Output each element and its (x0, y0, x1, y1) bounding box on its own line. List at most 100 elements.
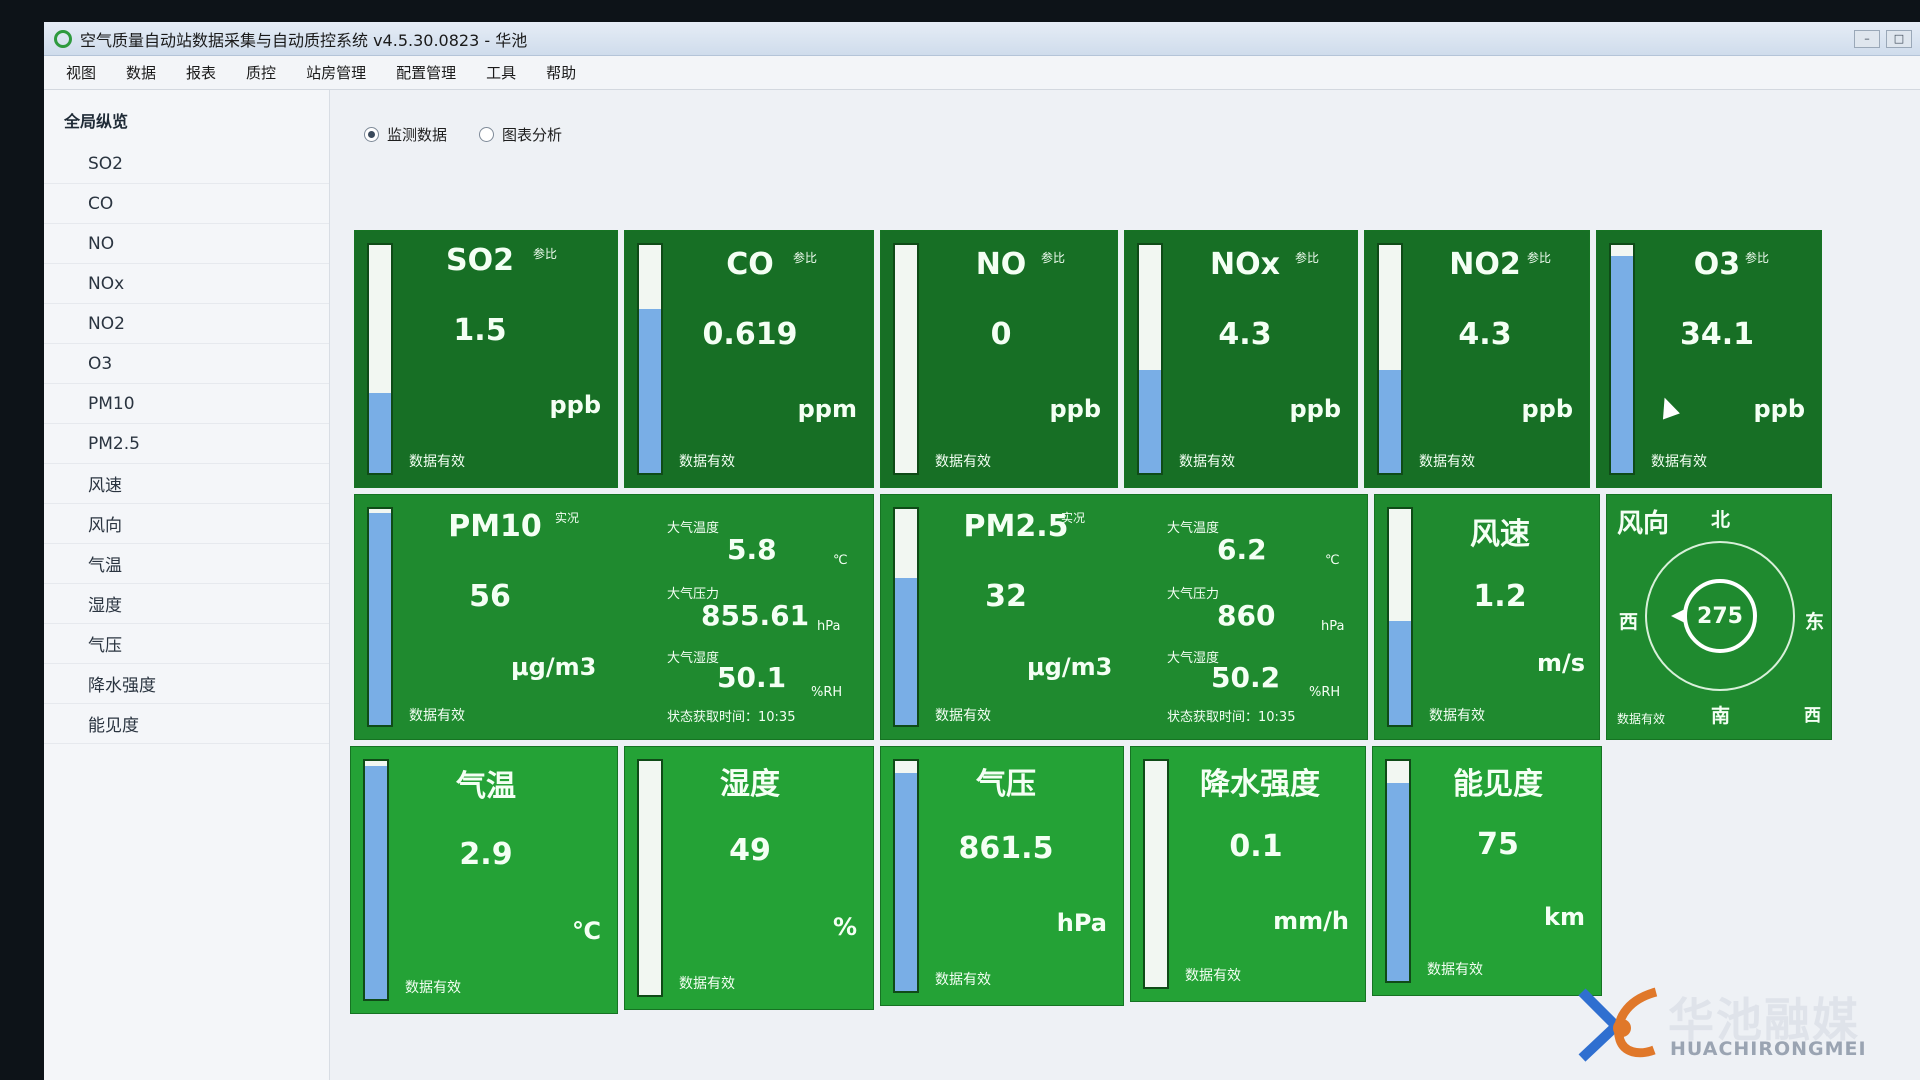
menu-station[interactable]: 站房管理 (306, 64, 367, 82)
sidebar-item-co[interactable]: CO (44, 184, 329, 224)
tile-humidity-unit: % (832, 913, 857, 941)
tile-o3-unit: ppb (1753, 395, 1805, 423)
tile-no-name: NO (975, 247, 1027, 282)
mouse-cursor-icon (1656, 394, 1680, 420)
gauge-temperature (363, 759, 389, 1001)
tile-co-status: 数据有效 (679, 454, 735, 470)
tile-temperature[interactable]: 气温 2.9 ℃ 数据有效 (350, 746, 618, 1014)
sidebar-item-rain[interactable]: 降水强度 (44, 664, 329, 704)
tile-pm25-value: 32 (985, 579, 1027, 614)
tile-pressure-status: 数据有效 (935, 972, 991, 988)
menu-bar: 视图 数据 报表 质控 站房管理 配置管理 工具 帮助 (44, 56, 1920, 90)
radio-monitor-indicator[interactable] (364, 127, 379, 142)
tile-pm25-name: PM2.5 (963, 509, 1069, 544)
tile-pm10[interactable]: PM10 实况 56 μg/m3 数据有效 大气温度 5.8 ℃ 大气压力 85… (354, 494, 874, 740)
sidebar-item-pm25[interactable]: PM2.5 (44, 424, 329, 464)
tile-wind-direction[interactable]: 风向 北 西 东 南 西 275 数据有效 (1606, 494, 1832, 740)
tile-rain-unit: mm/h (1273, 907, 1349, 935)
sidebar-item-o3[interactable]: O3 (44, 344, 329, 384)
sidebar-item-pressure[interactable]: 气压 (44, 624, 329, 664)
dashboard: 监测数据 图表分析 SO2 参比 1.5 ppb 数据有效 CO 参比 0.61… (334, 90, 1920, 1080)
menu-data[interactable]: 数据 (126, 64, 157, 82)
tile-humidity-status: 数据有效 (679, 976, 735, 992)
pm25-temp-value: 6.2 (1217, 533, 1267, 566)
tile-o3[interactable]: O3 参比 34.1 ppb 数据有效 (1596, 230, 1822, 488)
gauge-o3 (1609, 243, 1635, 475)
tile-nox-status: 数据有效 (1179, 454, 1235, 470)
minimize-button[interactable]: – (1854, 29, 1880, 48)
radio-chart-indicator[interactable] (479, 127, 495, 142)
tile-co-tag: 参比 (793, 251, 818, 265)
tile-nox[interactable]: NOx 参比 4.3 ppb 数据有效 (1124, 230, 1358, 488)
sidebar-item-no[interactable]: NO (44, 224, 329, 264)
tile-pm10-status: 数据有效 (409, 708, 465, 724)
tile-wind-speed[interactable]: 风速 1.2 m/s 数据有效 (1374, 494, 1600, 740)
tile-so2-value: 1.5 (453, 313, 507, 348)
tile-pressure[interactable]: 气压 861.5 hPa 数据有效 (880, 746, 1124, 1006)
sidebar-item-wind-direction[interactable]: 风向 (44, 504, 329, 544)
menu-view[interactable]: 视图 (66, 64, 97, 82)
tile-pm10-name: PM10 (448, 509, 542, 544)
wind-direction-value: 275 (1683, 579, 1757, 653)
tile-no2[interactable]: NO2 参比 4.3 ppb 数据有效 (1364, 230, 1590, 488)
tile-no[interactable]: NO 参比 0 ppb 数据有效 (880, 230, 1118, 488)
tile-o3-name: O3 (1693, 247, 1741, 282)
tile-o3-value: 34.1 (1679, 317, 1755, 352)
sidebar-item-nox[interactable]: NOx (44, 264, 329, 304)
sidebar-header[interactable]: 全局纵览 (64, 112, 129, 131)
window-title: 空气质量自动站数据采集与自动质控系统 v4.5.30.0823 - 华池 (80, 30, 528, 50)
tile-no2-value: 4.3 (1458, 317, 1512, 352)
pm25-temp-label: 大气温度 (1167, 521, 1220, 536)
menu-report[interactable]: 报表 (186, 64, 217, 82)
media-watermark: 华池融媒 HUACHIRONGMEI (1572, 984, 1902, 1064)
tile-pressure-unit: hPa (1056, 909, 1107, 937)
menu-tools[interactable]: 工具 (486, 64, 517, 82)
tile-so2-unit: ppb (549, 391, 601, 419)
menu-qc[interactable]: 质控 (246, 64, 277, 82)
tile-pm25-status: 数据有效 (935, 708, 991, 724)
pm10-humidity-label: 大气湿度 (667, 651, 720, 666)
tile-humidity-name: 湿度 (720, 767, 780, 802)
sidebar-item-humidity[interactable]: 湿度 (44, 584, 329, 624)
sidebar-item-temperature[interactable]: 气温 (44, 544, 329, 584)
pm10-temp-value: 5.8 (727, 533, 777, 566)
tile-visibility-status: 数据有效 (1427, 962, 1483, 978)
compass-west-corner-label: 西 (1804, 706, 1821, 726)
sidebar-item-so2[interactable]: SO2 (44, 144, 329, 184)
pm10-pressure-value: 855.61 (701, 599, 810, 632)
tile-pressure-value: 861.5 (958, 831, 1054, 866)
tile-so2[interactable]: SO2 参比 1.5 ppb 数据有效 (354, 230, 618, 488)
pm10-status-time: 状态获取时间：10:35 (667, 710, 796, 725)
sidebar-item-wind-speed[interactable]: 风速 (44, 464, 329, 504)
tile-no-value: 0 (990, 317, 1012, 352)
radio-chart-analysis[interactable]: 图表分析 (479, 124, 562, 145)
tile-rain[interactable]: 降水强度 0.1 mm/h 数据有效 (1130, 746, 1366, 1002)
sidebar-item-no2[interactable]: NO2 (44, 304, 329, 344)
tile-humidity[interactable]: 湿度 49 % 数据有效 (624, 746, 874, 1010)
gauge-pressure (893, 759, 919, 993)
tile-pm25[interactable]: PM2.5 实况 32 μg/m3 数据有效 大气温度 6.2 ℃ 大气压力 8… (880, 494, 1368, 740)
gauge-pm10 (367, 507, 393, 727)
gauge-fill-temperature (365, 765, 387, 999)
menu-help[interactable]: 帮助 (546, 64, 577, 82)
title-bar: 空气质量自动站数据采集与自动质控系统 v4.5.30.0823 - 华池 – □ (44, 22, 1920, 56)
app-logo-icon (54, 29, 72, 48)
sidebar-item-visibility[interactable]: 能见度 (44, 704, 329, 744)
gauge-wind-speed (1387, 507, 1413, 727)
tile-co-name: CO (726, 247, 774, 282)
sidebar-item-pm10[interactable]: PM10 (44, 384, 329, 424)
maximize-button[interactable]: □ (1886, 29, 1912, 48)
tile-visibility[interactable]: 能见度 75 km 数据有效 (1372, 746, 1602, 996)
gauge-fill-no2 (1379, 370, 1401, 473)
pm10-pressure-unit: hPa (817, 619, 841, 634)
tile-o3-status: 数据有效 (1651, 454, 1707, 470)
compass-east-label: 东 (1805, 611, 1825, 633)
radio-monitor-data[interactable]: 监测数据 (364, 124, 447, 145)
menu-config[interactable]: 配置管理 (396, 64, 457, 82)
tile-o3-tag: 参比 (1745, 251, 1770, 265)
gauge-fill-wind-speed (1389, 621, 1411, 725)
pm25-humidity-label: 大气湿度 (1167, 651, 1220, 666)
view-mode-selector: 监测数据 图表分析 (364, 124, 562, 145)
tile-so2-status: 数据有效 (409, 454, 465, 470)
tile-co[interactable]: CO 参比 0.619 ppm 数据有效 (624, 230, 874, 488)
